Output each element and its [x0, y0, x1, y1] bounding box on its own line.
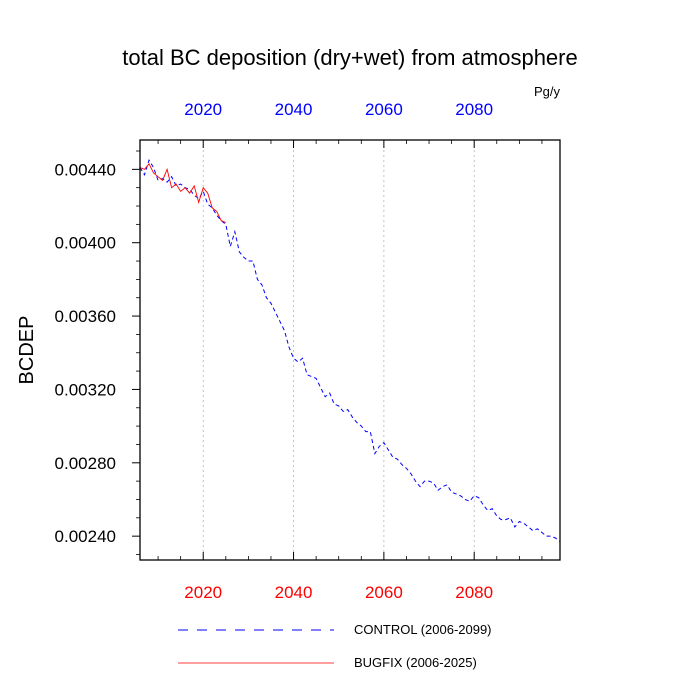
legend: CONTROL (2006-2099) BUGFIX (2006-2025) — [178, 622, 492, 670]
x-tick-label-bottom-2020: 2020 — [184, 583, 222, 602]
x-tick-label-bottom-2060: 2060 — [365, 583, 403, 602]
tick-layer: 2020 2020 2040 2040 2060 2060 2080 2080 0.00240 0… — [55, 100, 543, 602]
chart-title: total BC deposition (dry+wet) from atmos… — [122, 45, 577, 70]
plot-frame — [139, 139, 561, 561]
y-tick-label-4: 0.00400 — [55, 234, 116, 253]
x-tick-label-top-2040: 2040 — [275, 100, 313, 119]
y-tick-label-2: 0.00320 — [55, 380, 116, 399]
y-tick-label-5: 0.00440 — [55, 160, 116, 179]
x-tick-label-bottom-2040: 2040 — [275, 583, 313, 602]
x-tick-label-top-2060: 2060 — [365, 100, 403, 119]
y-tick-label-0: 0.00240 — [55, 527, 116, 546]
series-line-0 — [139, 158, 561, 543]
grid-layer — [202, 140, 475, 560]
x-tick-label-bottom-2080: 2080 — [455, 583, 493, 602]
y-axis-label: BCDEP — [16, 316, 38, 385]
y-tick-label-1: 0.00280 — [55, 454, 116, 473]
x-tick-label-top-2020: 2020 — [184, 100, 222, 119]
units-label: Pg/y — [534, 84, 561, 99]
series-line-1 — [139, 163, 226, 223]
legend-label-0: CONTROL (2006-2099) — [354, 622, 492, 637]
series-layer — [139, 158, 561, 543]
legend-label-1: BUGFIX (2006-2025) — [354, 655, 477, 670]
x-tick-label-top-2080: 2080 — [455, 100, 493, 119]
y-tick-label-3: 0.00360 — [55, 307, 116, 326]
